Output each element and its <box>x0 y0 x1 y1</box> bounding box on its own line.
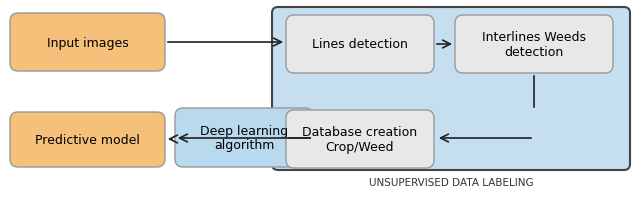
Text: Interlines Weeds
detection: Interlines Weeds detection <box>482 31 586 59</box>
Text: Lines detection: Lines detection <box>312 38 408 51</box>
Text: Input images: Input images <box>47 36 129 49</box>
FancyBboxPatch shape <box>10 14 165 72</box>
FancyBboxPatch shape <box>286 110 434 168</box>
FancyBboxPatch shape <box>286 16 434 74</box>
Text: Database creation
Crop/Weed: Database creation Crop/Weed <box>303 125 417 153</box>
Text: UNSUPERVISED DATA LABELING: UNSUPERVISED DATA LABELING <box>369 177 533 187</box>
FancyBboxPatch shape <box>10 113 165 167</box>
FancyBboxPatch shape <box>272 8 630 170</box>
FancyBboxPatch shape <box>455 16 613 74</box>
Text: Deep learning
algorithm: Deep learning algorithm <box>200 124 288 152</box>
FancyBboxPatch shape <box>175 108 313 167</box>
Text: Predictive model: Predictive model <box>35 133 140 146</box>
